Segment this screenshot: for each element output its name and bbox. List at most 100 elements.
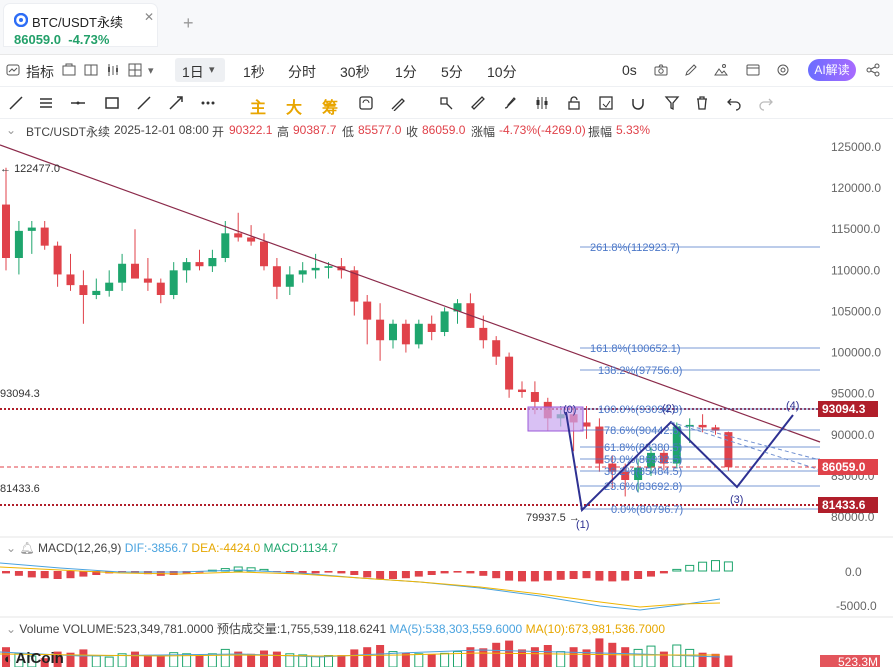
volume-bar (543, 645, 552, 667)
mountain-icon[interactable] (714, 63, 728, 77)
camera-icon[interactable] (654, 63, 668, 77)
macd-bar (608, 571, 617, 582)
chevron-down-icon[interactable]: ▾ (148, 65, 154, 77)
macd-bar (569, 571, 578, 579)
macd-bar (2, 571, 10, 574)
macd-name: MACD(12,26,9) (37, 541, 122, 555)
indicators-button[interactable]: 指标 (26, 64, 54, 80)
aicoin-watermark-icon: ◐ (4, 651, 12, 666)
candle-body (272, 266, 281, 287)
symbol-tab[interactable]: BTC/USDT永续 86059.0 -4.73% ✕ (4, 4, 157, 47)
interval-10m[interactable]: 10分 (487, 64, 517, 80)
lock-icon[interactable] (566, 95, 582, 111)
arrow-tool-icon[interactable] (168, 95, 184, 111)
brush-icon[interactable] (502, 95, 518, 111)
main-force-button[interactable]: 主 (250, 100, 267, 117)
interval-line[interactable]: 分时 (288, 64, 316, 80)
ai-interpret-button[interactable]: AI解读 (808, 59, 856, 81)
ruler-icon[interactable] (470, 95, 486, 111)
price-axis-label: 105000.0 (831, 304, 881, 318)
candle-body (440, 311, 449, 332)
candle-body (221, 233, 230, 258)
more-tools-icon[interactable] (200, 95, 216, 111)
cursor-tool-icon[interactable] (438, 95, 454, 111)
interval-5m[interactable]: 5分 (441, 64, 463, 80)
upper-line-label: 93094.3 (0, 388, 40, 400)
line-tool-icon[interactable] (8, 95, 24, 111)
wave-label-3: (3) (730, 494, 743, 506)
grid-icon[interactable] (128, 63, 142, 77)
candle-body (685, 424, 694, 427)
macd-bar (466, 571, 475, 574)
bell-icon[interactable]: 🔔︎ (19, 541, 35, 555)
candles-icon[interactable] (534, 95, 550, 111)
ray-tool-icon[interactable] (70, 95, 86, 111)
volume-bar (466, 647, 475, 667)
refresh-icon[interactable] (358, 95, 374, 111)
collapse-icon[interactable]: ⌄ (6, 123, 17, 137)
volume-bar (131, 651, 139, 667)
chip-button[interactable]: 筹 (322, 100, 339, 117)
volume-bar (324, 655, 333, 667)
interval-1s[interactable]: 1秒 (243, 64, 265, 80)
template-tool-icon[interactable] (598, 95, 614, 111)
os-label[interactable]: 0s (622, 62, 637, 78)
fib-2618: 261.8%(112923.7) (590, 242, 680, 254)
candle-type-icon[interactable] (106, 63, 120, 77)
close-tab-icon[interactable]: ✕ (144, 10, 155, 24)
candle-body (92, 290, 101, 295)
big-order-button[interactable]: 大 (286, 100, 303, 117)
macd-bar (40, 571, 49, 579)
volume-bar (337, 655, 346, 667)
collapse-icon[interactable]: ⌄ (6, 622, 17, 636)
candle-body (530, 392, 539, 402)
timeframe-select[interactable]: 1日 ▾ (175, 58, 225, 82)
volume-bar (479, 648, 488, 667)
template-icon[interactable] (62, 63, 76, 77)
collapse-icon[interactable]: ⌄ (6, 541, 17, 555)
volume-value: VOLUME:523,349,781.0000 (62, 622, 214, 636)
candle-body (376, 319, 385, 341)
candle-body (105, 282, 114, 291)
volume-bar (685, 648, 695, 667)
macd-bar (363, 571, 372, 578)
price-chart[interactable]: 261.8%(112923.7) 161.8%(100652.1) 138.2%… (0, 140, 893, 667)
volume-bar (143, 654, 152, 667)
macd-bar (440, 571, 449, 574)
trend-line[interactable] (0, 144, 821, 443)
price-tag-current: 86059.0 (822, 460, 866, 474)
price-tag-lower: 81433.6 (822, 498, 866, 512)
volume-bar (440, 652, 450, 667)
volume-bar (27, 655, 37, 667)
zone-box[interactable] (527, 406, 584, 432)
low-mark-label: 79937.5 → (526, 512, 580, 524)
interval-1m[interactable]: 1分 (395, 64, 417, 80)
undo-icon[interactable] (726, 95, 742, 111)
hline-tool-icon[interactable] (38, 95, 54, 111)
trendline-tool-icon[interactable] (136, 95, 152, 111)
macd-bar (350, 571, 359, 575)
macd-bar (582, 571, 591, 579)
settings-icon[interactable] (776, 63, 790, 77)
eraser-tool-icon[interactable] (390, 95, 406, 111)
trash-icon[interactable] (694, 95, 710, 111)
rectangle-tool-icon[interactable] (104, 95, 120, 111)
macd-bar (685, 564, 695, 572)
add-tab-icon[interactable]: + (183, 13, 194, 33)
indicator-icon[interactable] (6, 63, 20, 77)
interval-30s[interactable]: 30秒 (340, 64, 370, 80)
edit-icon[interactable] (684, 63, 698, 77)
macd-bar (414, 571, 423, 577)
filter-icon[interactable] (664, 95, 680, 111)
candle-body (66, 274, 75, 286)
share-icon[interactable] (866, 63, 880, 77)
candle-body (582, 422, 591, 427)
volume-bar (698, 652, 707, 667)
window-icon[interactable] (746, 63, 760, 77)
magnet-icon[interactable] (630, 95, 646, 111)
fib-500: 50.0%(86932.5) (604, 454, 682, 466)
layout-icon[interactable] (84, 63, 98, 77)
candle-body (659, 452, 668, 464)
redo-icon[interactable] (758, 95, 774, 111)
candle-body (724, 432, 733, 468)
